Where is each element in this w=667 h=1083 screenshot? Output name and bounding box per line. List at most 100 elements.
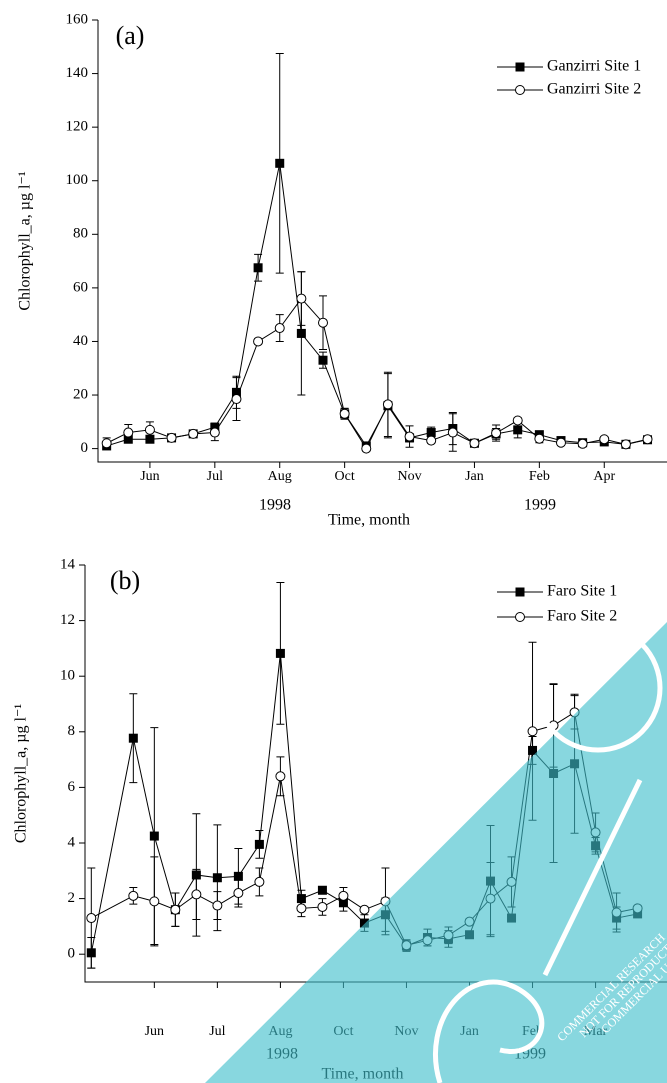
marker — [534, 433, 545, 444]
marker — [254, 876, 265, 887]
marker — [253, 336, 264, 347]
y-tick-label: 8 — [68, 723, 76, 739]
marker — [128, 733, 138, 743]
series-line — [106, 163, 648, 447]
legend-label: Ganzirri Site 2 — [547, 81, 641, 98]
marker — [577, 438, 588, 449]
marker — [128, 890, 139, 901]
marker — [513, 425, 523, 435]
y-tick-label: 0 — [68, 946, 76, 962]
marker — [296, 903, 307, 914]
marker — [209, 427, 220, 438]
legend-label: Ganzirri Site 1 — [547, 58, 641, 75]
panel-label: (b) — [110, 566, 140, 595]
marker — [426, 435, 437, 446]
marker — [296, 328, 306, 338]
marker — [359, 904, 370, 915]
marker — [101, 438, 112, 449]
marker — [318, 355, 328, 365]
y-tick-label: 120 — [66, 119, 89, 135]
x-tick-label: Oct — [335, 469, 355, 484]
y-tick-label: 160 — [66, 11, 89, 27]
marker — [339, 408, 350, 419]
marker — [253, 263, 263, 273]
x-tick-label: Feb — [529, 469, 550, 484]
year-label: 1999 — [524, 497, 556, 514]
watermark-logo — [542, 778, 643, 977]
marker — [317, 901, 328, 912]
x-tick-label: Jun — [140, 469, 159, 484]
x-tick-label: Aug — [268, 469, 292, 484]
y-tick-label: 10 — [60, 668, 75, 684]
x-tick-label: Apr — [593, 469, 615, 484]
marker — [233, 888, 244, 899]
legend-label: Faro Site 2 — [547, 608, 617, 625]
x-tick-label: Nov — [397, 469, 421, 484]
marker — [123, 427, 134, 438]
y-tick-label: 14 — [60, 556, 76, 572]
marker — [170, 904, 181, 915]
marker — [149, 896, 160, 907]
y-tick-label: 4 — [68, 834, 76, 850]
y-tick-label: 100 — [66, 172, 89, 188]
panel-label: (a) — [116, 21, 145, 50]
y-axis-title: Chlorophyll_a, µg l⁻¹ — [17, 171, 34, 311]
y-tick-label: 0 — [81, 440, 89, 456]
marker — [144, 424, 155, 435]
marker — [254, 839, 264, 849]
marker — [527, 726, 538, 737]
marker — [338, 890, 349, 901]
y-tick-label: 40 — [73, 333, 88, 349]
legend-marker — [515, 587, 525, 597]
watermark-logo — [433, 979, 545, 1083]
marker — [447, 427, 458, 438]
marker — [555, 437, 566, 448]
marker — [491, 428, 502, 439]
marker — [318, 317, 329, 328]
legend-marker — [515, 612, 525, 622]
y-tick-label: 6 — [68, 779, 76, 795]
x-tick-label: Jun — [145, 1024, 164, 1039]
marker — [149, 831, 159, 841]
marker — [188, 428, 199, 439]
marker — [317, 885, 327, 895]
marker — [275, 158, 285, 168]
marker — [191, 889, 202, 900]
marker — [620, 439, 631, 450]
x-tick-label: Jul — [207, 469, 223, 484]
marker — [212, 900, 223, 911]
marker — [404, 431, 415, 442]
x-tick-label: Jul — [209, 1024, 225, 1039]
marker — [426, 428, 436, 438]
marker — [86, 913, 97, 924]
year-label: 1998 — [259, 497, 291, 514]
y-tick-label: 60 — [73, 279, 88, 295]
marker — [382, 399, 393, 410]
legend-marker — [515, 85, 525, 95]
marker — [274, 323, 285, 334]
watermark-band — [205, 622, 667, 1083]
marker — [599, 434, 610, 445]
legend-label: Faro Site 1 — [547, 583, 617, 600]
y-axis-title: Chlorophyll_a, µg l⁻¹ — [13, 704, 30, 844]
series-line — [106, 297, 648, 450]
marker — [296, 293, 307, 304]
legend-marker — [515, 62, 525, 72]
marker — [469, 438, 480, 449]
axis-line — [97, 20, 667, 463]
y-tick-label: 80 — [73, 226, 88, 242]
y-tick-label: 12 — [60, 612, 75, 628]
marker — [275, 771, 286, 782]
marker — [231, 394, 242, 405]
marker — [166, 432, 177, 443]
x-axis-title: Time, month — [328, 512, 410, 529]
y-tick-label: 2 — [68, 890, 76, 906]
y-tick-label: 20 — [73, 386, 88, 402]
marker — [361, 443, 372, 454]
marker — [275, 648, 285, 658]
marker — [512, 415, 523, 426]
marker — [642, 434, 653, 445]
watermark-logo — [533, 623, 663, 753]
